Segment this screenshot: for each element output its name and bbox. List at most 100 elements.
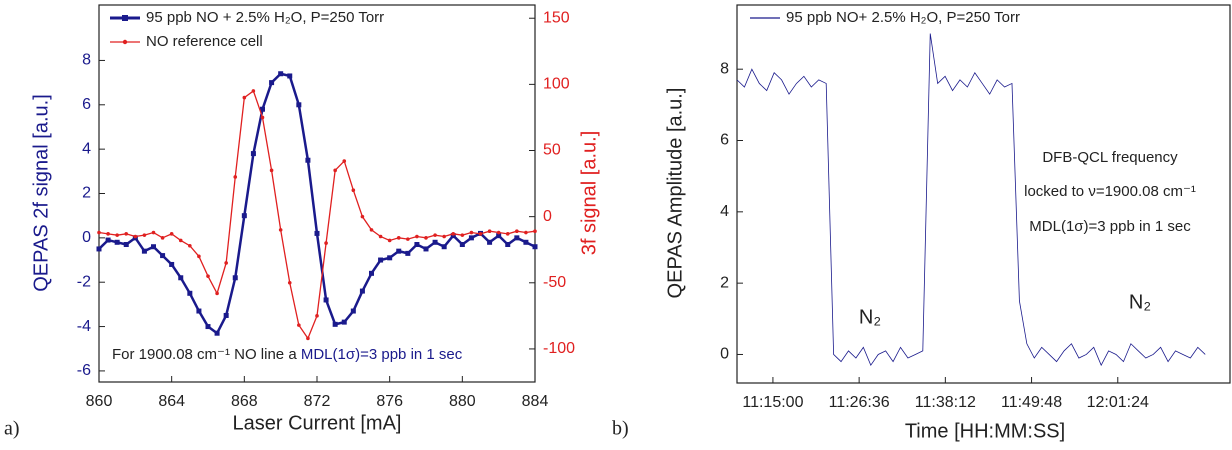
marker: [314, 230, 320, 236]
marker: [396, 248, 402, 254]
marker: [514, 235, 520, 241]
y-tick-label: 2: [720, 274, 729, 291]
marker: [351, 188, 356, 192]
marker: [505, 242, 511, 248]
marker: [115, 233, 119, 237]
marker: [406, 237, 410, 241]
legend-label: 95 ppb NO + 2.5% H₂O, P=250 Torr: [146, 9, 384, 26]
annotation: locked to ν=1900.08 cm⁻¹: [1024, 183, 1196, 200]
marker: [505, 232, 510, 236]
marker: [487, 229, 492, 233]
marker: [359, 288, 365, 294]
marker: [269, 168, 274, 173]
marker: [415, 234, 419, 239]
marker: [524, 230, 528, 235]
marker: [197, 254, 201, 259]
y-tick-label: 0: [720, 346, 729, 363]
y-tick-label: 8: [720, 60, 729, 77]
marker: [396, 236, 401, 240]
marker: [378, 257, 384, 263]
y-tick-label: -6: [77, 362, 91, 379]
marker: [533, 229, 537, 233]
marker: [487, 239, 493, 245]
marker: [324, 241, 328, 245]
y-axis-label: QEPAS 2f signal [a.u.]: [30, 94, 52, 292]
marker: [187, 290, 193, 296]
marker: [424, 236, 428, 240]
marker: [160, 236, 165, 240]
series-line: [98, 89, 536, 340]
marker: [160, 253, 166, 259]
marker: [151, 230, 156, 235]
marker: [188, 243, 192, 248]
marker: [215, 291, 219, 296]
marker: [441, 244, 447, 250]
plot-frame: [736, 4, 1231, 384]
y-tick-label: 0: [82, 229, 91, 246]
marker: [114, 239, 120, 245]
marker: [332, 321, 338, 327]
marker: [333, 168, 337, 173]
marker: [297, 323, 301, 327]
marker: [414, 242, 420, 248]
marker: [341, 319, 347, 325]
marker: [432, 239, 438, 245]
x-axis-label: Laser Current [mA]: [233, 412, 402, 434]
marker: [278, 228, 283, 232]
marker: [442, 234, 446, 239]
marker: [369, 228, 374, 232]
marker: [141, 248, 147, 254]
x-tick-label: 884: [522, 393, 549, 410]
marker: [106, 232, 110, 236]
marker: [433, 233, 437, 237]
marker: [223, 312, 229, 318]
legend-marker: [122, 15, 128, 21]
x-tick-label: 868: [231, 393, 258, 410]
marker: [242, 95, 247, 100]
marker: [269, 80, 275, 86]
marker: [315, 314, 319, 318]
marker: [232, 275, 238, 281]
marker: [405, 250, 411, 256]
legend-marker: [122, 39, 128, 45]
marker: [306, 336, 310, 341]
annotation: For 1900.08 cm⁻¹ NO line a MDL(1σ)=3 ppb…: [112, 346, 463, 363]
marker: [178, 238, 183, 243]
x-tick-label: 11:38:12: [915, 394, 976, 411]
x-tick-label: 11:15:00: [742, 394, 803, 411]
y-tick-label: 6: [720, 132, 729, 149]
marker: [468, 235, 474, 241]
annotation-part: MDL(1σ)=3 ppb in 1 sec: [297, 346, 463, 363]
series-line: [98, 72, 536, 336]
marker: [287, 280, 292, 285]
y-tick-label: -2: [77, 273, 91, 290]
panel-label: a): [4, 418, 20, 440]
marker: [260, 106, 265, 112]
marker: [360, 214, 365, 219]
marker: [278, 71, 284, 77]
series-line: [736, 33, 1206, 367]
marker: [214, 330, 220, 336]
marker: [250, 151, 256, 157]
marker: [142, 233, 147, 237]
marker: [124, 232, 129, 236]
marker: [350, 308, 356, 314]
marker: [96, 246, 102, 252]
marker: [178, 275, 184, 281]
marker: [196, 308, 202, 314]
x-tick-label: 11:26:36: [829, 394, 890, 411]
y2-axis-label: 3f signal [a.u.]: [578, 131, 600, 256]
marker: [323, 297, 329, 303]
y-tick-label: -4: [77, 318, 91, 335]
marker: [469, 230, 474, 235]
marker: [342, 159, 347, 163]
marker: [515, 229, 519, 233]
marker: [97, 230, 101, 235]
marker: [206, 274, 210, 278]
marker: [369, 270, 374, 276]
annotation-part: For 1900.08 cm⁻¹ NO line a: [112, 346, 297, 363]
y2-tick-label: 150: [543, 9, 570, 26]
marker: [523, 239, 529, 245]
marker: [378, 234, 383, 239]
